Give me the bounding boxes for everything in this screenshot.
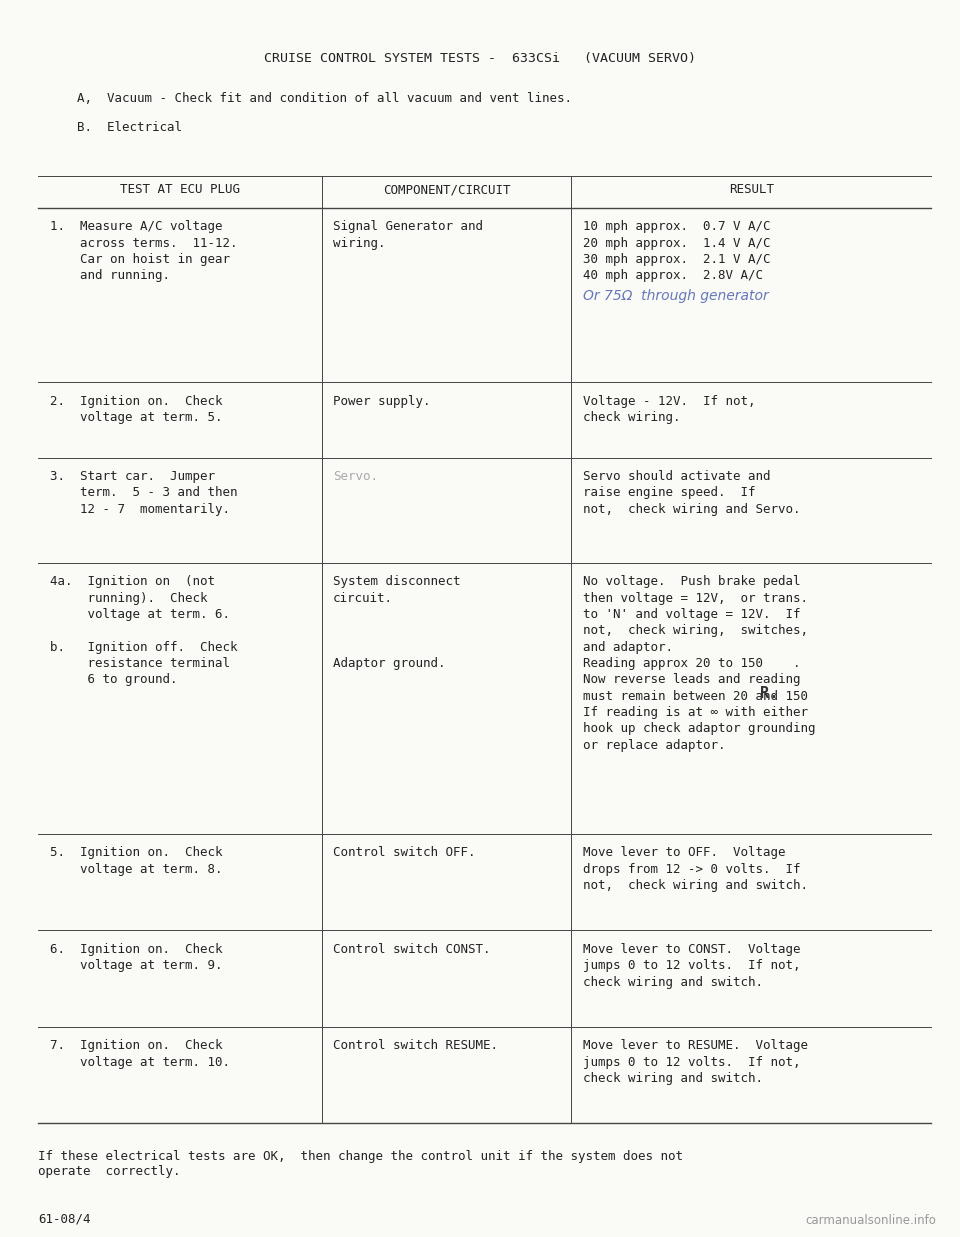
Text: 1.  Measure A/C voltage: 1. Measure A/C voltage bbox=[50, 220, 223, 234]
Text: 6.  Ignition on.  Check: 6. Ignition on. Check bbox=[50, 943, 223, 956]
Text: voltage at term. 9.: voltage at term. 9. bbox=[50, 959, 223, 972]
Text: Servo.: Servo. bbox=[333, 470, 378, 484]
Text: wiring.: wiring. bbox=[333, 236, 386, 250]
Text: hook up check adaptor grounding: hook up check adaptor grounding bbox=[583, 722, 815, 736]
Text: across terms.  11-12.: across terms. 11-12. bbox=[50, 236, 237, 250]
Text: 61-08/4: 61-08/4 bbox=[38, 1212, 91, 1226]
Text: check wiring and switch.: check wiring and switch. bbox=[583, 1072, 762, 1085]
Text: b.   Ignition off.  Check: b. Ignition off. Check bbox=[50, 641, 237, 654]
Text: voltage at term. 8.: voltage at term. 8. bbox=[50, 863, 223, 876]
Text: resistance terminal: resistance terminal bbox=[50, 657, 230, 670]
Text: Car on hoist in gear: Car on hoist in gear bbox=[50, 252, 230, 266]
Text: 10 mph approx.  0.7 V A/C: 10 mph approx. 0.7 V A/C bbox=[583, 220, 770, 234]
Text: raise engine speed.  If: raise engine speed. If bbox=[583, 486, 756, 500]
Text: 2.  Ignition on.  Check: 2. Ignition on. Check bbox=[50, 395, 223, 408]
Text: 4a.  Ignition on  (not: 4a. Ignition on (not bbox=[50, 575, 215, 589]
Text: Or 75Ω  through generator: Or 75Ω through generator bbox=[583, 289, 768, 303]
Text: term.  5 - 3 and then: term. 5 - 3 and then bbox=[50, 486, 237, 500]
Text: R.: R. bbox=[759, 687, 778, 701]
Text: 7.  Ignition on.  Check: 7. Ignition on. Check bbox=[50, 1039, 223, 1053]
Text: must remain between 20 and 150: must remain between 20 and 150 bbox=[583, 690, 815, 703]
Text: 3.  Start car.  Jumper: 3. Start car. Jumper bbox=[50, 470, 215, 484]
Text: voltage at term. 6.: voltage at term. 6. bbox=[50, 609, 230, 621]
Text: 5.  Ignition on.  Check: 5. Ignition on. Check bbox=[50, 846, 223, 860]
Text: not,  check wiring and Servo.: not, check wiring and Servo. bbox=[583, 502, 801, 516]
Text: check wiring and switch.: check wiring and switch. bbox=[583, 976, 762, 988]
Text: Signal Generator and: Signal Generator and bbox=[333, 220, 483, 234]
Text: running).  Check: running). Check bbox=[50, 591, 207, 605]
Text: If these electrical tests are OK,  then change the control unit if the system do: If these electrical tests are OK, then c… bbox=[38, 1150, 684, 1179]
Text: Now reverse leads and reading: Now reverse leads and reading bbox=[583, 673, 801, 687]
Text: If reading is at ∞ with either: If reading is at ∞ with either bbox=[583, 706, 807, 719]
Text: Control switch RESUME.: Control switch RESUME. bbox=[333, 1039, 498, 1053]
Text: TEST AT ECU PLUG: TEST AT ECU PLUG bbox=[120, 183, 240, 197]
Text: not,  check wiring and switch.: not, check wiring and switch. bbox=[583, 880, 807, 892]
Text: Move lever to OFF.  Voltage: Move lever to OFF. Voltage bbox=[583, 846, 785, 860]
Text: No voltage.  Push brake pedal: No voltage. Push brake pedal bbox=[583, 575, 801, 589]
Text: carmanualsonline.info: carmanualsonline.info bbox=[805, 1213, 936, 1227]
Text: or replace adaptor.: or replace adaptor. bbox=[583, 738, 725, 752]
Text: check wiring.: check wiring. bbox=[583, 411, 681, 424]
Text: circuit.: circuit. bbox=[333, 591, 394, 605]
Text: to 'N' and voltage = 12V.  If: to 'N' and voltage = 12V. If bbox=[583, 609, 801, 621]
Text: jumps 0 to 12 volts.  If not,: jumps 0 to 12 volts. If not, bbox=[583, 1055, 801, 1069]
Text: 20 mph approx.  1.4 V A/C: 20 mph approx. 1.4 V A/C bbox=[583, 236, 770, 250]
Text: and running.: and running. bbox=[50, 270, 170, 282]
Text: 40 mph approx.  2.8V A/C: 40 mph approx. 2.8V A/C bbox=[583, 270, 762, 282]
Text: System disconnect: System disconnect bbox=[333, 575, 461, 589]
Text: B.  Electrical: B. Electrical bbox=[77, 121, 181, 135]
Text: CRUISE CONTROL SYSTEM TESTS -  633CSi   (VACUUM SERVO): CRUISE CONTROL SYSTEM TESTS - 633CSi (VA… bbox=[264, 52, 696, 66]
Text: Control switch CONST.: Control switch CONST. bbox=[333, 943, 491, 956]
Text: 30 mph approx.  2.1 V A/C: 30 mph approx. 2.1 V A/C bbox=[583, 252, 770, 266]
Text: A,  Vacuum - Check fit and condition of all vacuum and vent lines.: A, Vacuum - Check fit and condition of a… bbox=[77, 92, 572, 105]
Text: not,  check wiring,  switches,: not, check wiring, switches, bbox=[583, 625, 807, 637]
Text: then voltage = 12V,  or trans.: then voltage = 12V, or trans. bbox=[583, 591, 807, 605]
Text: jumps 0 to 12 volts.  If not,: jumps 0 to 12 volts. If not, bbox=[583, 959, 801, 972]
Text: voltage at term. 10.: voltage at term. 10. bbox=[50, 1055, 230, 1069]
Text: 12 - 7  momentarily.: 12 - 7 momentarily. bbox=[50, 502, 230, 516]
Text: Servo should activate and: Servo should activate and bbox=[583, 470, 770, 484]
Text: Power supply.: Power supply. bbox=[333, 395, 431, 408]
Text: and adaptor.: and adaptor. bbox=[583, 641, 673, 654]
Text: Move lever to CONST.  Voltage: Move lever to CONST. Voltage bbox=[583, 943, 801, 956]
Text: Voltage - 12V.  If not,: Voltage - 12V. If not, bbox=[583, 395, 756, 408]
Text: drops from 12 -> 0 volts.  If: drops from 12 -> 0 volts. If bbox=[583, 863, 801, 876]
Text: RESULT: RESULT bbox=[729, 183, 774, 197]
Text: voltage at term. 5.: voltage at term. 5. bbox=[50, 411, 223, 424]
Text: Reading approx 20 to 150    .: Reading approx 20 to 150 . bbox=[583, 657, 801, 670]
Text: Control switch OFF.: Control switch OFF. bbox=[333, 846, 475, 860]
Text: Adaptor ground.: Adaptor ground. bbox=[333, 657, 445, 670]
Text: COMPONENT/CIRCUIT: COMPONENT/CIRCUIT bbox=[383, 183, 510, 197]
Text: Move lever to RESUME.  Voltage: Move lever to RESUME. Voltage bbox=[583, 1039, 807, 1053]
Text: 6 to ground.: 6 to ground. bbox=[50, 673, 178, 687]
